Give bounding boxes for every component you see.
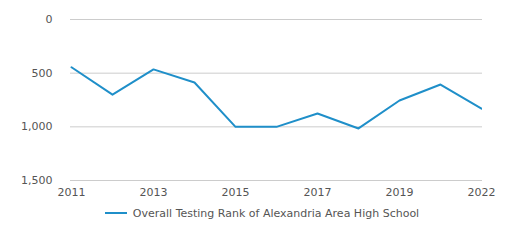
svg-text:1,500: 1,500 [21,174,53,187]
svg-text:1,000: 1,000 [21,120,53,133]
svg-text:2022: 2022 [468,186,496,199]
svg-text:2015: 2015 [222,186,250,199]
svg-text:2011: 2011 [58,186,86,199]
svg-text:2019: 2019 [386,186,414,199]
svg-text:2013: 2013 [140,186,168,199]
svg-text:2017: 2017 [304,186,332,199]
html-text:Overall Testing Rank of Alexan: Overall Testing Rank of Alexandria Area … [132,206,420,220]
svg-text:500: 500 [32,67,53,80]
svg-text:0: 0 [46,13,53,26]
